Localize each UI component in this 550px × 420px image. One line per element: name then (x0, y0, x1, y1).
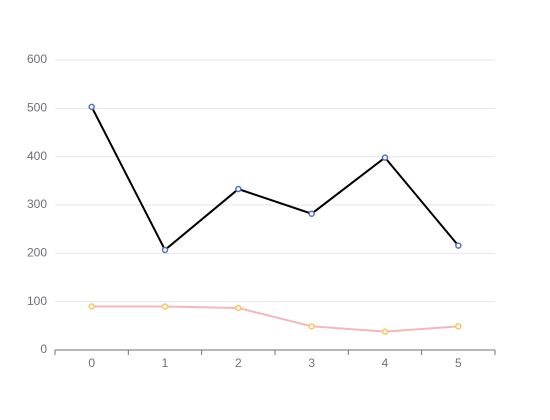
data-point (381, 328, 389, 335)
y-tick-label: 500 (27, 101, 47, 115)
x-tick-label: 1 (162, 356, 169, 370)
data-point (161, 303, 169, 310)
data-point (235, 304, 242, 312)
x-tick-label: 3 (308, 356, 315, 370)
y-tick-label: 600 (27, 52, 47, 66)
data-point (161, 246, 169, 254)
data-point (455, 323, 462, 330)
series-line (91, 305, 459, 333)
y-tick-label: 100 (27, 294, 47, 308)
y-tick-label: 200 (27, 246, 47, 260)
data-point (455, 242, 462, 249)
data-point (308, 323, 315, 330)
y-tick-label: 0 (40, 342, 47, 356)
series-line (90, 106, 460, 252)
y-tick-label: 300 (27, 197, 47, 211)
x-tick-label: 0 (88, 356, 95, 370)
data-point (88, 303, 95, 310)
data-point (381, 154, 389, 161)
data-point (88, 103, 95, 111)
y-tick-label: 400 (27, 149, 47, 163)
x-tick-label: 2 (235, 356, 242, 370)
data-point (235, 185, 242, 193)
x-tick-label: 4 (382, 356, 389, 370)
data-point (308, 210, 315, 217)
x-tick-label: 5 (455, 356, 462, 370)
